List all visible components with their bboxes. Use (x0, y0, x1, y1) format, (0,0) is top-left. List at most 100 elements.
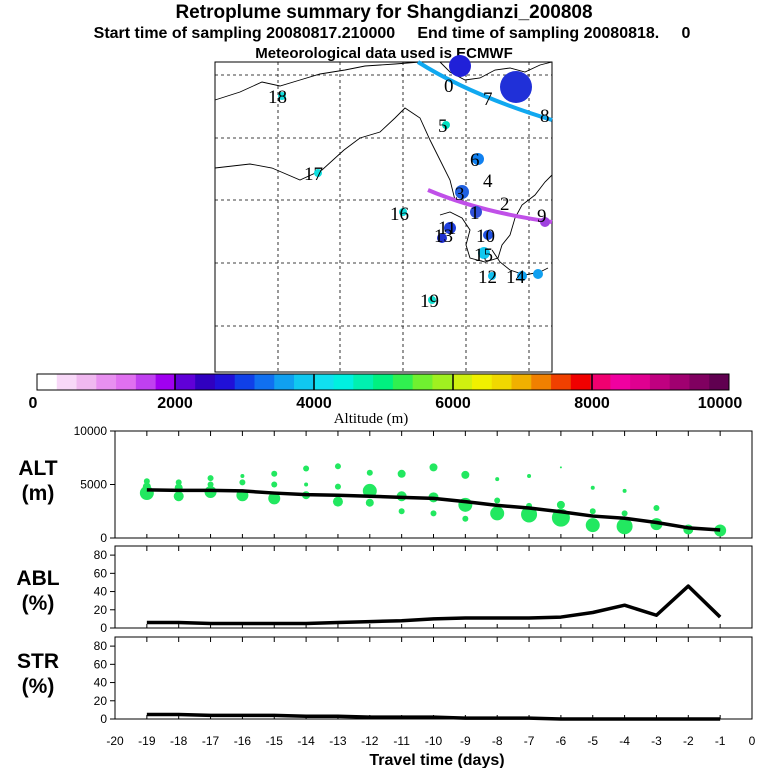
y-tick-label: 0 (100, 712, 107, 726)
altitude-particle-marker (430, 510, 437, 517)
centroid-marker (449, 55, 471, 77)
x-tick-label: -13 (329, 734, 347, 748)
y-tick-label: 80 (94, 548, 108, 562)
x-tick-label: -7 (524, 734, 535, 748)
altitude-particle-marker (143, 478, 150, 485)
altitude-particle-marker (239, 479, 246, 486)
altitude-particle-marker (589, 508, 596, 515)
series-line (146, 488, 721, 532)
altitude-particle-marker (616, 518, 633, 535)
map-gridlines (215, 62, 552, 372)
colorbar-swatch (649, 374, 671, 390)
colorbar-swatch (96, 374, 117, 390)
altitude-particle-marker (559, 466, 562, 469)
y-tick-label: 20 (94, 694, 108, 708)
alt-panel-unit: (m) (22, 482, 55, 505)
centroid-marker (455, 185, 469, 199)
x-tick-label: -17 (202, 734, 220, 748)
colorbar-tick-labels: 0 2000 4000 6000 8000 10000 (29, 395, 743, 412)
day-label: 12 (478, 267, 497, 288)
centroid-labels: 18 17 16 19 5 6 4 1 2 3 10 11 12 13 14 1… (268, 76, 550, 312)
x-tick-label: -3 (651, 734, 662, 748)
x-tick-label: 0 (749, 734, 756, 748)
y-tick-label: 20 (94, 603, 108, 617)
series-line (146, 712, 721, 721)
y-tick-label: 80 (94, 639, 108, 653)
chart-title: Retroplume summary for Shangdianzi_20080… (175, 2, 593, 23)
day-label: 9 (537, 206, 547, 227)
alt-panel-label: ALT (18, 457, 57, 480)
altitude-particle-marker (268, 492, 281, 505)
centroid-marker (540, 217, 550, 227)
altitude-particle-marker (332, 496, 343, 507)
map-panel: 18 17 16 19 5 6 4 1 2 3 10 11 12 13 14 1… (214, 55, 553, 373)
day-label: 17 (304, 164, 323, 185)
centroid-marker (472, 153, 484, 165)
x-tick-label: -2 (683, 734, 694, 748)
colorbar-swatch (195, 374, 216, 390)
day-label: 16 (390, 204, 409, 225)
colorbar-swatch (570, 374, 592, 390)
altitude-particle-marker (521, 506, 538, 523)
x-tick-label: -5 (587, 734, 598, 748)
altitude-particle-marker (462, 515, 469, 522)
colorbar-swatch (630, 374, 651, 390)
altitude-particle-marker (334, 483, 341, 490)
colorbar-swatch (155, 374, 176, 390)
day-label: 10 (476, 226, 495, 247)
y-tick-label: 40 (94, 585, 108, 599)
centroid-marker (428, 296, 436, 304)
centroid-marker (314, 169, 322, 177)
y-tick-label: 60 (94, 657, 108, 671)
altitude-particle-marker (304, 482, 309, 487)
centroid-marker (442, 121, 450, 129)
day-label: 14 (506, 267, 526, 288)
colorbar-swatch (432, 374, 453, 390)
centroid-marker (533, 269, 543, 279)
colorbar-swatch (313, 374, 335, 390)
y-tick-label: 60 (94, 566, 108, 580)
x-tick-label: -19 (138, 734, 156, 748)
colorbar-swatch (709, 374, 730, 390)
series-line (146, 584, 722, 626)
plume-centroids (278, 55, 550, 304)
altitude-particle-marker (173, 491, 184, 502)
centroid-marker (478, 247, 490, 259)
abl-panel-label: ABL (16, 567, 59, 590)
colorbar-tick: 0 (29, 395, 38, 412)
altitude-particle-marker (622, 488, 627, 493)
altitude-particle-marker (398, 508, 405, 515)
altitude-particle-marker (303, 465, 310, 472)
day-label: 8 (540, 106, 550, 127)
x-tick-label: -16 (234, 734, 252, 748)
centroid-marker (278, 92, 286, 100)
centroid-marker (444, 222, 456, 234)
x-tick-label: -20 (106, 734, 124, 748)
x-tick-label: -9 (460, 734, 471, 748)
day-label: 7 (483, 89, 493, 110)
colorbar-swatch (531, 374, 552, 390)
colorbar-swatch (511, 374, 532, 390)
met-data-line: Meteorological data used is ECMWF (255, 45, 513, 62)
str-panel-unit: (%) (22, 675, 55, 698)
x-tick-label: -1 (715, 734, 726, 748)
y-tick-label: 0 (100, 621, 107, 635)
altitude-particle-marker (271, 481, 278, 488)
colorbar-swatch (452, 374, 473, 390)
day-label: 5 (438, 116, 448, 137)
colorbar-swatch (491, 374, 513, 390)
colorbar-swatch (56, 374, 78, 390)
colorbar-swatch (669, 374, 690, 390)
centroid-marker (500, 71, 532, 103)
x-tick-label: -11 (393, 734, 410, 748)
trajectory-lines (416, 60, 553, 224)
altitude-particle-marker (429, 463, 438, 472)
abl-panel-unit: (%) (22, 592, 55, 615)
x-tick-label: -18 (170, 734, 188, 748)
colorbar-swatch (392, 374, 414, 390)
day-label: 6 (470, 150, 480, 171)
x-tick-label: -15 (266, 734, 284, 748)
altitude-colorbar (36, 373, 730, 391)
